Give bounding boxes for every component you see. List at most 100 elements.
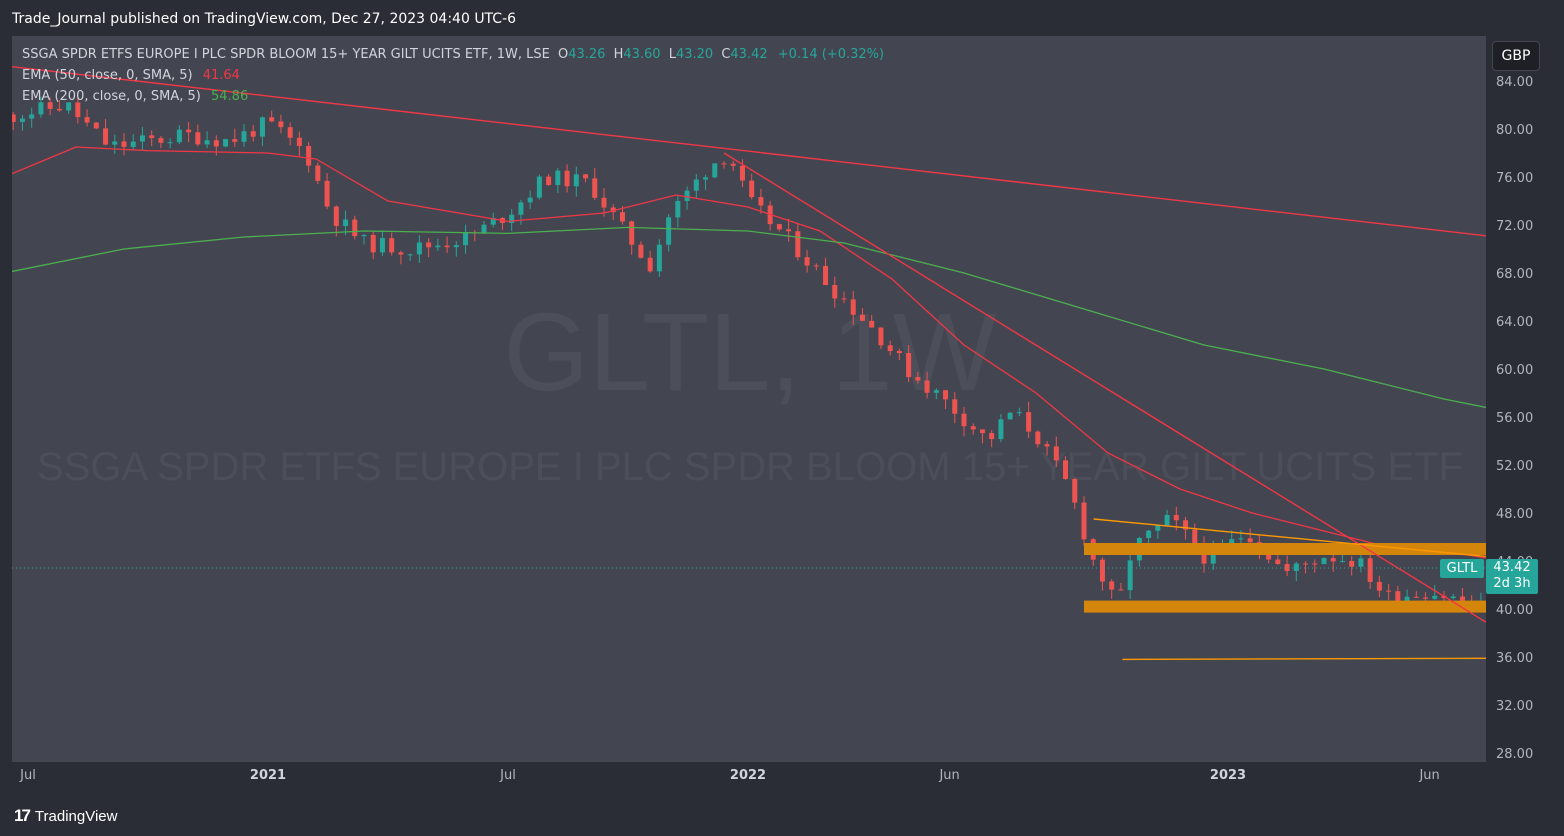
candle-body xyxy=(933,390,939,393)
price-zone xyxy=(1084,543,1486,555)
candle-body xyxy=(1118,589,1124,591)
y-tick-label: 32.00 xyxy=(1496,699,1533,714)
candle-body xyxy=(75,102,81,118)
candle-body xyxy=(84,117,90,123)
candle-body xyxy=(1358,558,1364,567)
candle-body xyxy=(453,245,459,248)
candle-body xyxy=(56,108,62,111)
ema50-value: 41.64 xyxy=(202,68,240,83)
trendline xyxy=(1122,657,1486,661)
candle-body xyxy=(638,244,644,258)
candle-body xyxy=(1367,558,1373,582)
instrument-name[interactable]: SSGA SPDR ETFS EUROPE I PLC SPDR BLOOM 1… xyxy=(22,47,550,62)
candle-body xyxy=(601,197,607,208)
candle-body xyxy=(167,142,173,144)
candle-body xyxy=(1413,596,1419,598)
ema200-value: 54.86 xyxy=(211,89,249,104)
trendline xyxy=(723,152,1486,624)
candle-body xyxy=(1081,502,1087,540)
candle-body xyxy=(1423,597,1429,599)
watermark-symbol: GLTL, 1W xyxy=(503,291,996,414)
publisher-text: Trade_Journal published on TradingView.c… xyxy=(12,11,517,27)
candle-body xyxy=(343,219,349,226)
candle-body xyxy=(730,163,736,166)
candle-body xyxy=(66,102,72,111)
candle-body xyxy=(490,217,496,225)
x-tick-label: Jun xyxy=(938,768,959,783)
last-price-value: 43.42 xyxy=(1493,560,1531,575)
candle-body xyxy=(1007,412,1013,420)
footer-bar xyxy=(0,796,1564,836)
candle-body xyxy=(103,128,109,145)
candle-body xyxy=(287,127,293,138)
candle-body xyxy=(1183,520,1189,530)
price-scale xyxy=(1486,36,1564,786)
candle-body xyxy=(241,131,247,142)
candle-body xyxy=(1376,581,1382,591)
candle-body xyxy=(693,179,699,191)
x-tick-label: 2023 xyxy=(1210,768,1246,783)
candle-body xyxy=(1459,596,1465,602)
legend-ema200-row[interactable]: EMA (200, close, 0, SMA, 5) 54.86 xyxy=(22,86,884,107)
low-label: L xyxy=(668,47,676,62)
candle-body xyxy=(619,212,625,222)
candle-body xyxy=(213,140,219,147)
candle-body xyxy=(749,180,755,198)
y-tick-label: 84.00 xyxy=(1496,75,1533,90)
candle-body xyxy=(2,114,7,117)
candle-body xyxy=(592,178,598,198)
candle-body xyxy=(1109,581,1115,590)
ema50-label: EMA (50, close, 0, SMA, 5) xyxy=(22,68,193,83)
candle-body xyxy=(1432,595,1438,599)
y-tick-label: 64.00 xyxy=(1496,315,1533,330)
candle-body xyxy=(269,117,275,122)
currency-button[interactable]: GBP xyxy=(1492,41,1540,71)
candle-body xyxy=(1026,412,1032,432)
legend-ema50-row[interactable]: EMA (50, close, 0, SMA, 5) 41.64 xyxy=(22,65,884,86)
y-tick-label: 52.00 xyxy=(1496,459,1533,474)
ema-line xyxy=(12,226,1486,409)
y-tick-label: 80.00 xyxy=(1496,123,1533,138)
candle-body xyxy=(1275,559,1281,565)
chart-legend: SSGA SPDR ETFS EUROPE I PLC SPDR BLOOM 1… xyxy=(22,44,884,107)
close-value: 43.42 xyxy=(730,47,768,62)
tradingview-logo[interactable]: 17 TradingView xyxy=(14,806,117,826)
plot-area xyxy=(12,36,1486,762)
candle-body xyxy=(232,139,238,142)
candle-body xyxy=(666,217,672,245)
candle-body xyxy=(832,285,838,299)
candle-body xyxy=(924,380,930,393)
candle-body xyxy=(444,245,450,248)
candle-body xyxy=(804,257,810,266)
ema200-label: EMA (200, close, 0, SMA, 5) xyxy=(22,89,201,104)
y-tick-label: 60.00 xyxy=(1496,363,1533,378)
candle-body xyxy=(1404,596,1410,604)
candle-body xyxy=(158,138,164,143)
candle-body xyxy=(573,174,579,187)
candle-body xyxy=(435,245,441,248)
candle-body xyxy=(1210,549,1216,564)
candle-body xyxy=(813,265,819,267)
y-tick-label: 28.00 xyxy=(1496,747,1533,762)
candle-body xyxy=(536,176,542,198)
candle-body xyxy=(1063,460,1069,479)
candle-body xyxy=(850,299,856,315)
candle-body xyxy=(1229,539,1235,547)
candle-body xyxy=(139,135,145,142)
candle-body xyxy=(546,176,552,186)
candle-body xyxy=(416,242,422,255)
candle-body xyxy=(961,413,967,427)
candle-body xyxy=(361,234,367,237)
candle-body xyxy=(647,257,653,272)
candle-body xyxy=(1450,596,1456,599)
x-tick-label: Jul xyxy=(499,768,516,783)
candle-body xyxy=(896,351,902,354)
candle-body xyxy=(398,252,404,255)
candle-body xyxy=(1312,563,1318,565)
candle-body xyxy=(684,190,690,201)
candle-body xyxy=(407,254,413,256)
high-label: H xyxy=(613,47,624,62)
candle-body xyxy=(223,139,229,147)
publisher-bar: Trade_Journal published on TradingView.c… xyxy=(0,0,1564,36)
